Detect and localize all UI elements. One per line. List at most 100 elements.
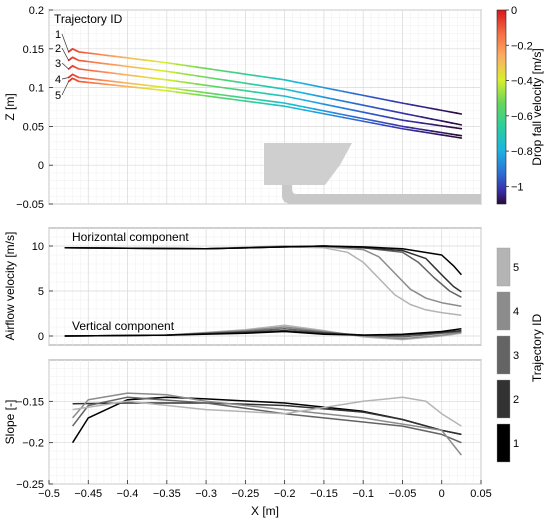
- trajectory-3-segment: [445, 125, 453, 129]
- trajectory-4-segment: [244, 97, 256, 101]
- trajectory-2-segment: [136, 66, 146, 70]
- trajectory-3-segment: [372, 113, 384, 117]
- trajectory-3-segment: [195, 83, 207, 87]
- horizontal-component-annotation: Horizontal component: [72, 230, 189, 244]
- trajectory-1-segment: [122, 56, 131, 60]
- trajectory-3-segment: [158, 78, 168, 81]
- trajectory-3-segment: [85, 69, 95, 72]
- trajectory-4-segment: [107, 80, 117, 83]
- legend-title: Trajectory ID: [530, 314, 544, 383]
- trajectory-2-segment: [244, 82, 256, 86]
- trajectory-4-segment: [129, 82, 139, 86]
- trajectory-5-segment: [426, 131, 433, 135]
- x-axis-label: X [m]: [251, 504, 279, 518]
- trajectory-1-segment: [85, 52, 95, 55]
- trajectory-5-segment: [78, 80, 87, 83]
- slope-panel: −0.25−0.2−0.15 −0.5 −0.45 −0.4 −0.35 −0.3 −0.…: [3, 359, 492, 518]
- trajectory-4-segment: [303, 106, 315, 110]
- legend-swatch-5: [496, 247, 511, 287]
- trajectory-4-segment: [151, 85, 161, 88]
- slope-series-4: [72, 392, 462, 456]
- trajectory-id-leader-1: [61, 33, 69, 53]
- trajectory-1-segment: [416, 105, 423, 108]
- trajectory-3-segment: [431, 123, 438, 126]
- trajectory-1-segment: [158, 61, 168, 64]
- trajectory-2-segment: [175, 71, 188, 76]
- colorbar-label: Drop fall velocity [m/s]: [530, 48, 544, 165]
- trajectory-4-segment: [185, 89, 198, 93]
- trajectory-3-segment: [224, 87, 237, 91]
- trajectory-id-annotation: Trajectory ID: [54, 12, 123, 26]
- trajectory-id-label-1: 1: [55, 29, 61, 41]
- legend-swatch-2: [496, 379, 511, 419]
- trajectory-2-segment: [166, 70, 178, 74]
- trajectory-2-segment: [332, 98, 345, 102]
- trajectory-4-segment: [362, 117, 374, 122]
- trajectory-5-segment: [234, 98, 247, 102]
- trajectory-1-segment: [342, 90, 355, 95]
- trajectory-5-segment: [391, 126, 404, 130]
- trajectory-5-segment: [332, 114, 345, 119]
- trajectory-1-segment: [264, 76, 276, 80]
- trajectory-3-segment: [450, 126, 458, 129]
- trajectory-1-segment: [440, 109, 448, 113]
- trajectory-1-segment: [151, 60, 161, 63]
- trajectory-2-segment: [303, 92, 315, 96]
- trajectory-5-segment: [175, 91, 188, 95]
- trajectory-2-segment: [313, 94, 325, 98]
- trajectory-1-segment: [406, 103, 414, 106]
- trajectory-1-segment: [136, 58, 146, 61]
- y-tick-label: 0: [38, 331, 44, 343]
- trajectory-2-segment: [78, 59, 87, 63]
- trajectory-2-segment: [151, 68, 161, 72]
- y-axis-label: Z [m]: [3, 93, 17, 120]
- trajectory-4-segment: [264, 99, 276, 103]
- trajectory-5-segment: [342, 116, 355, 121]
- trajectory-legend: 5 4 3 2 1: [496, 247, 519, 463]
- trajectory-panel: −0.05 0 0.05 0.1 0.15 0.2 Z [m] Trajectory ID…: [3, 5, 544, 211]
- trajectory-5-segment: [224, 97, 237, 101]
- legend-label-2: 2: [513, 394, 519, 406]
- trajectory-3-segment: [406, 120, 414, 123]
- trajectory-4-segment: [175, 88, 188, 91]
- trajectory-3-segment: [421, 122, 428, 125]
- trajectory-2-segment: [205, 76, 217, 80]
- trajectory-4-segment: [274, 101, 286, 104]
- x-tick-label: −0.4: [117, 488, 139, 500]
- trajectory-5-segment: [283, 105, 296, 109]
- trajectory-1-segment: [254, 74, 266, 78]
- trajectory-2-segment: [293, 90, 306, 94]
- trajectory-4-segment: [78, 76, 87, 80]
- trajectory-4-segment: [332, 112, 345, 116]
- trajectory-2-segment: [107, 63, 117, 66]
- trajectory-2-segment: [431, 118, 438, 121]
- trajectory-5-segment: [436, 133, 443, 136]
- trajectory-2-segment: [195, 74, 207, 79]
- trajectory-2-segment: [215, 77, 227, 82]
- trajectory-3-segment: [78, 68, 87, 71]
- trajectory-5-segment: [372, 122, 384, 126]
- trajectory-3-segment: [144, 76, 153, 79]
- y-tick-label: 0.2: [29, 5, 44, 17]
- trajectory-5-segment: [382, 124, 394, 128]
- trajectory-3-segment: [129, 74, 139, 78]
- y-tick-label: −0.05: [16, 199, 44, 211]
- trajectory-5-segment: [411, 129, 418, 132]
- trajectory-3-segment: [352, 109, 364, 113]
- y-ticks: 0 5 10: [32, 241, 53, 343]
- trajectory-3-segment: [205, 84, 217, 88]
- trajectory-3-segment: [264, 92, 276, 96]
- y-axis-label-airflow: Airflow velocity [m/s]: [3, 232, 17, 341]
- slope-series-5: [72, 396, 462, 427]
- trajectory-2-segment: [406, 113, 414, 116]
- trajectory-1-segment: [195, 66, 207, 70]
- trajectory-5-segment: [136, 86, 146, 90]
- y-tick-label: 5: [38, 286, 44, 298]
- x-tick-label: −0.1: [352, 488, 374, 500]
- x-tick-label: −0.35: [153, 488, 181, 500]
- trajectory-3-segment: [244, 89, 256, 93]
- legend-swatch-4: [496, 291, 511, 331]
- trajectory-5-segment: [440, 134, 448, 137]
- trajectory-4-segment: [205, 91, 217, 95]
- trajectory-5-segment: [450, 135, 458, 139]
